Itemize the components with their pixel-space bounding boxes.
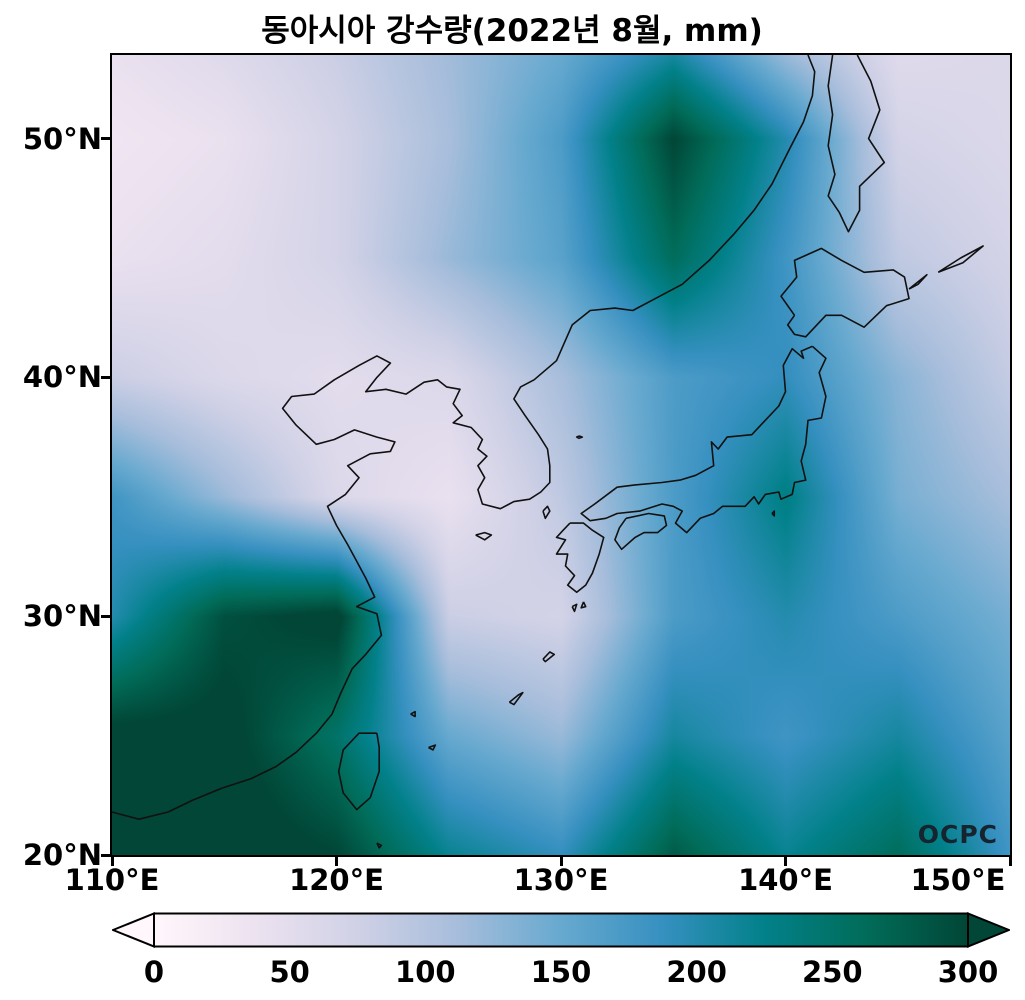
coastline-path: [771, 510, 776, 517]
colorbar-tick-label: 300: [937, 955, 999, 989]
y-tick-label: 40°N: [22, 360, 102, 395]
y-tick-mark: [101, 375, 110, 379]
coastline-path: [475, 531, 493, 541]
x-tick-label: 110°E: [64, 863, 160, 897]
coastline-path: [908, 273, 928, 290]
coastline-path: [542, 651, 556, 663]
coastline-path: [555, 522, 605, 594]
coastline-path: [614, 512, 668, 551]
y-tick-mark: [101, 853, 110, 857]
y-tick-label: 20°N: [22, 838, 102, 872]
coastline-path: [571, 603, 578, 613]
x-tick-mark: [110, 857, 114, 866]
colorbar-tick-label: 50: [269, 955, 310, 989]
coastline-path: [580, 601, 587, 609]
colorbar-tick-label: 150: [530, 955, 592, 989]
coastline-path: [337, 732, 380, 811]
coastline-path: [376, 842, 383, 849]
coastline-path: [428, 744, 437, 751]
watermark-ocpc: OCPC: [917, 820, 998, 849]
colorbar-tick-label: 250: [802, 955, 863, 989]
coastline-path: [508, 691, 524, 706]
map-plot-area: OCPC: [110, 53, 1012, 857]
coastline-path: [575, 435, 584, 440]
coastline-path: [780, 247, 910, 338]
colorbar: [110, 912, 1012, 948]
colorbar-tick-label: 200: [666, 955, 727, 989]
coastline-path: [112, 55, 816, 820]
x-tick-label: 140°E: [738, 863, 833, 897]
y-tick-label: 50°N: [22, 121, 102, 156]
y-tick-mark: [101, 614, 110, 618]
coastline-path: [580, 345, 827, 534]
x-tick-mark: [559, 857, 563, 866]
colorbar-max-arrow: [967, 912, 1012, 948]
coastline-path: [827, 55, 886, 233]
x-tick-label: 120°E: [289, 863, 384, 897]
x-tick-mark: [784, 857, 787, 866]
x-tick-mark: [1008, 857, 1012, 866]
y-tick-mark: [101, 137, 110, 141]
colorbar-gradient: [153, 912, 969, 948]
y-tick-label: 30°N: [22, 599, 102, 634]
colorbar-tick-label: 100: [395, 955, 456, 989]
x-tick-mark: [335, 857, 338, 866]
colorbar-tick-label: 0: [143, 955, 165, 989]
x-tick-label: 130°E: [513, 863, 609, 897]
coastline-path: [542, 505, 551, 520]
colorbar-min-arrow: [110, 912, 155, 948]
chart-title: 동아시아 강수량(2022년 8월, mm): [261, 13, 763, 49]
coastline-path: [410, 710, 416, 718]
x-tick-label: 150°E: [910, 863, 1006, 897]
coastlines-svg: [112, 55, 984, 849]
colorbar-svg: [110, 912, 1012, 948]
coastline-path: [937, 245, 984, 274]
